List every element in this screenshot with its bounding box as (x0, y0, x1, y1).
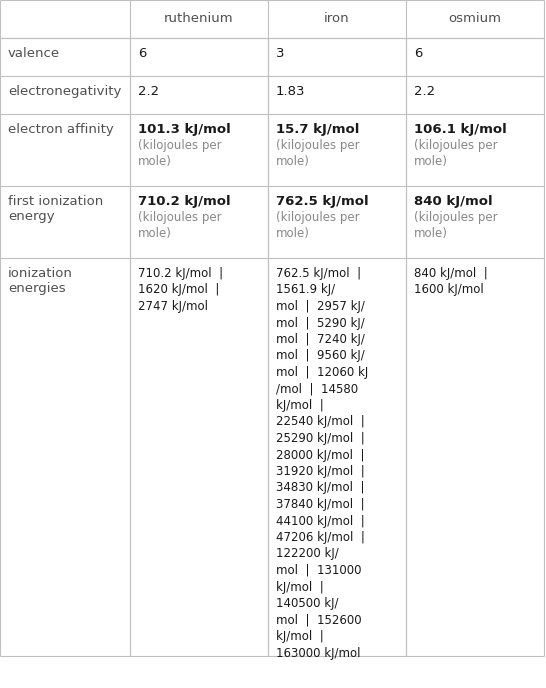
Text: osmium: osmium (448, 12, 501, 25)
Text: ionization
energies: ionization energies (8, 267, 73, 295)
Text: 2.2: 2.2 (138, 85, 159, 98)
Text: 6: 6 (414, 47, 423, 60)
Text: ruthenium: ruthenium (164, 12, 234, 25)
Text: iron: iron (324, 12, 350, 25)
Text: 762.5 kJ/mol  |
1561.9 kJ/
mol  |  2957 kJ/
mol  |  5290 kJ/
mol  |  7240 kJ/
mo: 762.5 kJ/mol | 1561.9 kJ/ mol | 2957 kJ/… (276, 267, 368, 660)
Text: 6: 6 (138, 47, 146, 60)
Text: 101.3 kJ/mol: 101.3 kJ/mol (138, 123, 231, 136)
Text: 710.2 kJ/mol: 710.2 kJ/mol (138, 195, 230, 208)
Text: (kilojoules per
mole): (kilojoules per mole) (276, 211, 360, 239)
Text: electronegativity: electronegativity (8, 85, 121, 98)
Text: 3: 3 (276, 47, 284, 60)
Text: first ionization
energy: first ionization energy (8, 195, 103, 223)
Text: 15.7 kJ/mol: 15.7 kJ/mol (276, 123, 359, 136)
Text: (kilojoules per
mole): (kilojoules per mole) (276, 139, 360, 167)
Text: 1.83: 1.83 (276, 85, 306, 98)
Text: electron affinity: electron affinity (8, 123, 114, 136)
Text: 2.2: 2.2 (414, 85, 435, 98)
Text: (kilojoules per
mole): (kilojoules per mole) (138, 139, 222, 167)
Text: 840 kJ/mol: 840 kJ/mol (414, 195, 492, 208)
Text: 106.1 kJ/mol: 106.1 kJ/mol (414, 123, 507, 136)
Text: 840 kJ/mol  |
1600 kJ/mol: 840 kJ/mol | 1600 kJ/mol (414, 267, 488, 297)
Text: (kilojoules per
mole): (kilojoules per mole) (138, 211, 222, 239)
Text: (kilojoules per
mole): (kilojoules per mole) (414, 139, 497, 167)
Text: 710.2 kJ/mol  |
1620 kJ/mol  |
2747 kJ/mol: 710.2 kJ/mol | 1620 kJ/mol | 2747 kJ/mol (138, 267, 223, 313)
Text: 762.5 kJ/mol: 762.5 kJ/mol (276, 195, 369, 208)
Text: valence: valence (8, 47, 60, 60)
Text: (kilojoules per
mole): (kilojoules per mole) (414, 211, 497, 239)
